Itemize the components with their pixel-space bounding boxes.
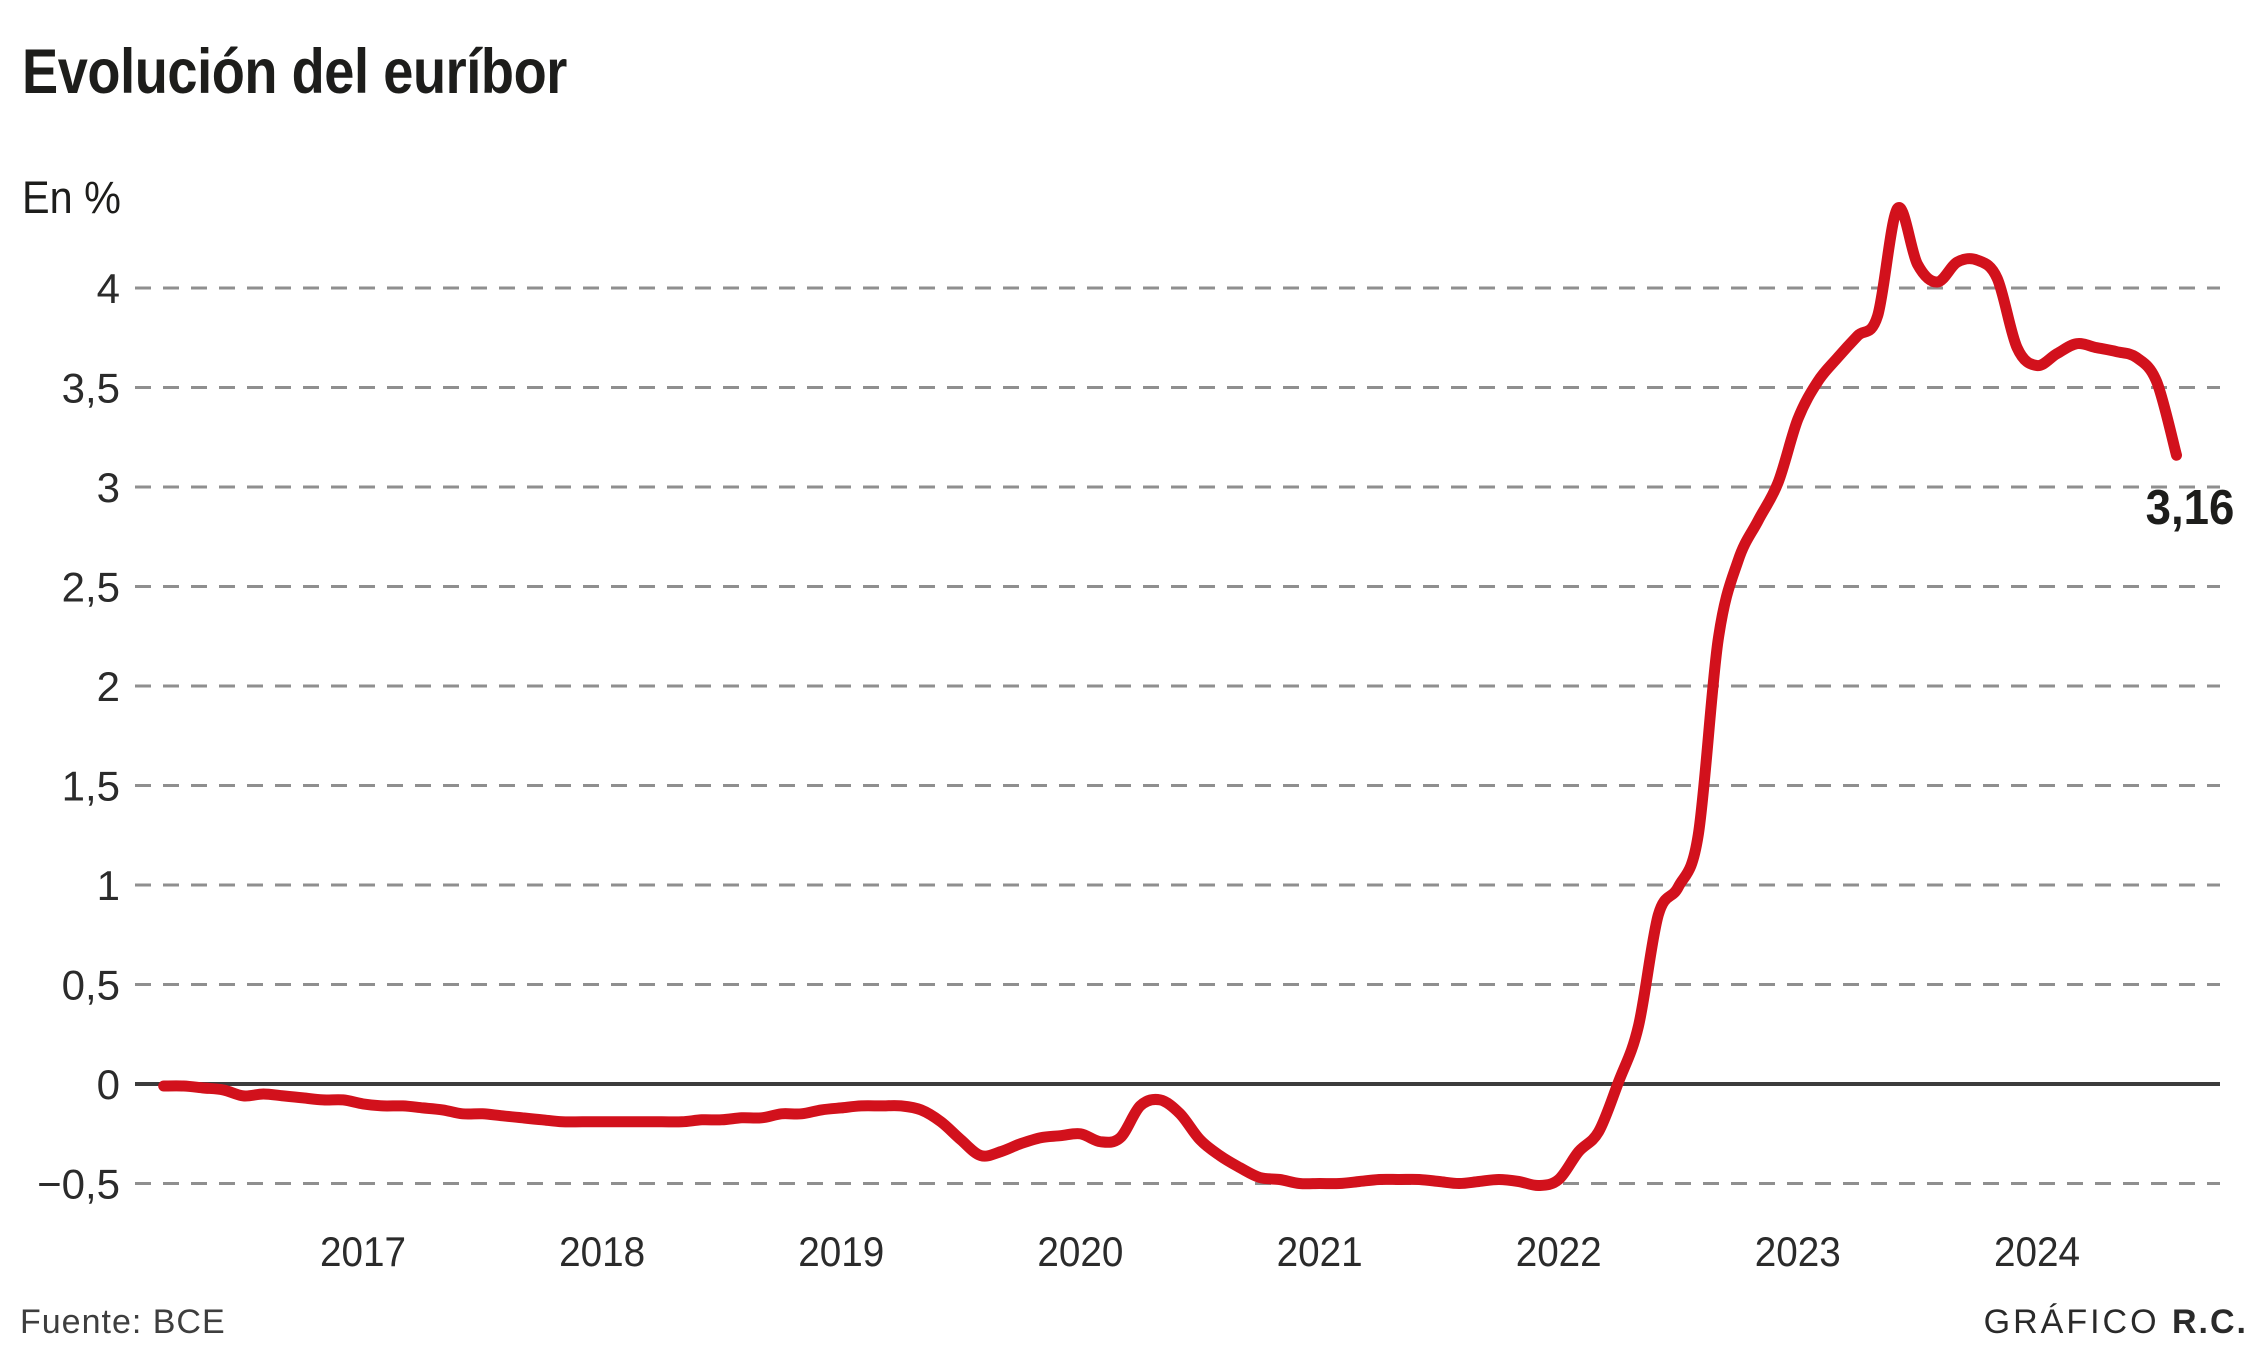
credit-word: GRÁFICO (1983, 1303, 2160, 1341)
chart-subtitle-text: En % (22, 172, 121, 223)
credit-initials: R.C. (2172, 1303, 2248, 1341)
x-tick-label: 2024 (1994, 1228, 2080, 1275)
y-tick-label: 1 (97, 862, 120, 909)
y-tick-label: 3,5 (62, 365, 120, 412)
chart-subtitle: En % (22, 172, 130, 224)
x-tick-label: 2021 (1277, 1228, 1363, 1275)
chart-title-text: Evolución del euríbor (22, 37, 567, 107)
y-tick-label: 0,5 (62, 962, 120, 1009)
y-tick-label: 4 (97, 265, 120, 312)
y-tick-label: 0 (97, 1061, 120, 1108)
credit-note: GRÁFICO R.C. (1984, 1303, 2248, 1342)
euribor-line (158, 202, 2182, 1191)
x-tick-label: 2017 (320, 1228, 406, 1275)
x-tick-label: 2022 (1516, 1228, 1602, 1275)
y-tick-label: 2,5 (62, 564, 120, 611)
x-tick-label: 2019 (798, 1228, 884, 1275)
x-tick-label: 2023 (1755, 1228, 1841, 1275)
source-note: Fuente: BCE (20, 1303, 226, 1341)
y-tick-label: 3 (97, 464, 120, 511)
latest-value-label: 3,16 (2145, 481, 2234, 535)
x-tick-label: 2020 (1037, 1228, 1123, 1275)
x-tick-label: 2018 (559, 1228, 645, 1275)
chart-title: Evolución del euríbor (22, 37, 656, 107)
y-tick-label: 2 (97, 663, 120, 710)
y-tick-label: 1,5 (62, 763, 120, 810)
y-tick-label: −0,5 (37, 1161, 120, 1208)
